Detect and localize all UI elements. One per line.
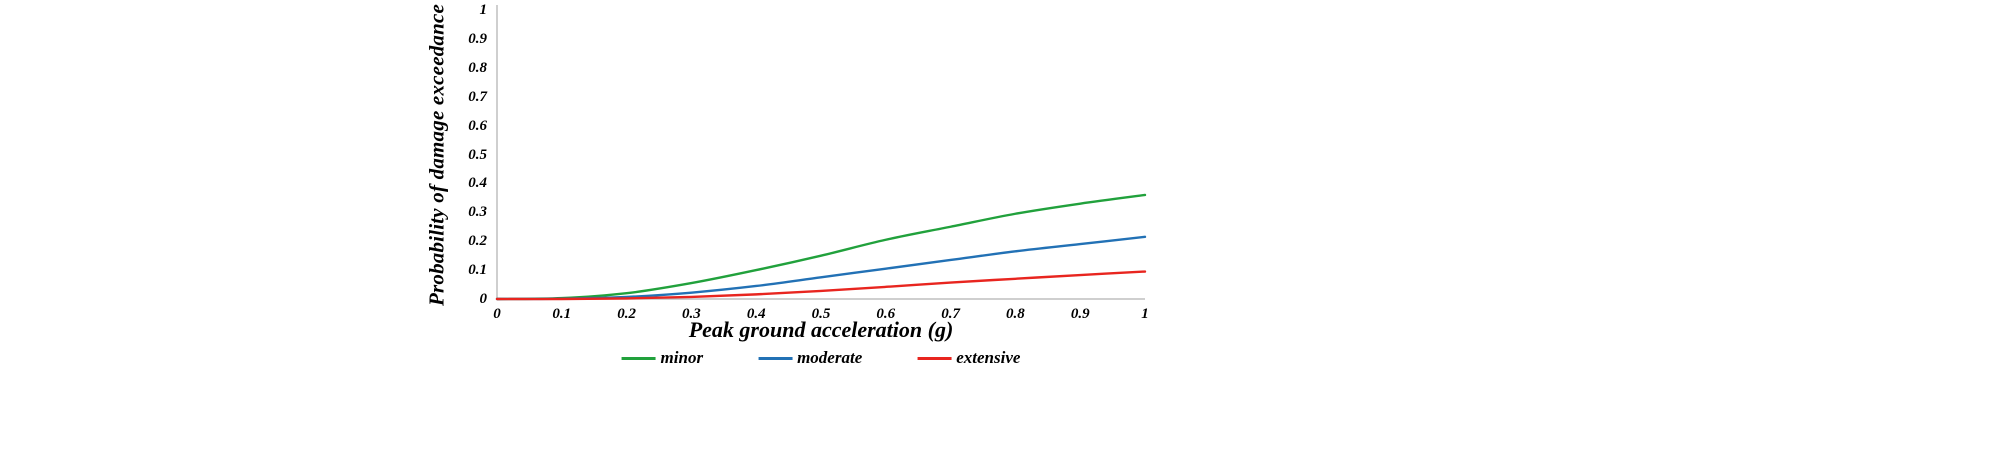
x-tick-label: 0.2 (617, 306, 636, 322)
y-tick-label: 0.2 (468, 233, 487, 250)
x-tick-label: 0 (493, 306, 501, 322)
legend-item-moderate: moderate (758, 348, 862, 368)
legend-item-minor: minor (621, 348, 704, 368)
legend-label: extensive (956, 348, 1021, 367)
y-tick-label: 0.5 (468, 146, 487, 163)
x-tick-label: 0.8 (1006, 306, 1025, 322)
y-tick-label: 0.8 (468, 59, 487, 76)
legend-label: minor (660, 348, 704, 367)
x-axis-tick-labels: 0 0.1 0.2 0.3 0.4 0.5 0.6 0.7 0.8 0.9 1 (0, 305, 2008, 327)
y-tick-label: 0.9 (468, 30, 487, 47)
legend-swatch-moderate (758, 356, 793, 360)
y-axis-tick-labels: 1 0.9 0.8 0.7 0.6 0.5 0.4 0.3 0.2 0.1 0 (430, 0, 487, 472)
y-tick-label: 0.4 (468, 175, 487, 192)
x-tick-label: 0.9 (1070, 306, 1090, 322)
y-tick-label: 0 (479, 291, 488, 307)
legend-swatch-extensive (917, 356, 952, 360)
x-tick-label: 0.6 (876, 306, 896, 322)
y-tick-label: 0.3 (468, 204, 487, 221)
legend-swatch-minor (621, 356, 656, 360)
x-tick-label: 0.4 (746, 306, 766, 322)
x-tick-label: 0.3 (682, 306, 701, 322)
x-axis-title: Peak ground acceleration (g) (688, 317, 954, 342)
y-tick-label: 0.1 (468, 262, 487, 279)
chart-legend: minor moderate extensive (621, 348, 1020, 368)
y-tick-label: 0.7 (468, 88, 487, 105)
series-line-moderate (495, 235, 1147, 301)
x-tick-label: 0.5 (811, 306, 831, 322)
series-line-minor (495, 193, 1147, 301)
y-tick-label: 1 (479, 2, 488, 18)
x-tick-label: 0.1 (552, 306, 572, 322)
legend-item-extensive: extensive (917, 348, 1020, 368)
y-tick-label: 0.6 (468, 117, 487, 134)
x-tick-label: 0.7 (941, 306, 960, 322)
x-tick-label: 1 (1141, 306, 1149, 322)
series-line-extensive (495, 270, 1147, 301)
legend-label: moderate (797, 348, 863, 367)
